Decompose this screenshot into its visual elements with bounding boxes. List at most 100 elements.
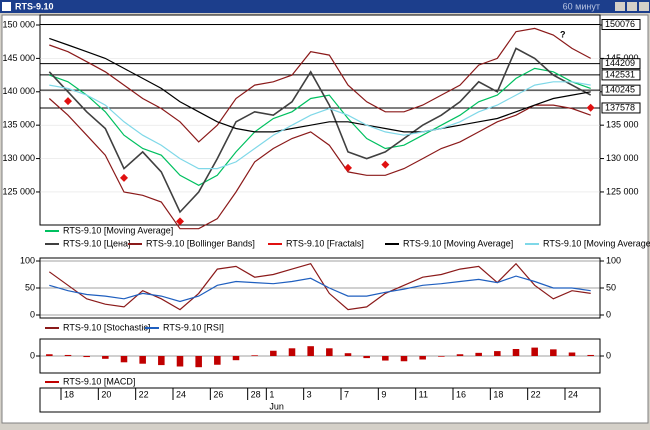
- price-label: 137578: [605, 102, 635, 112]
- x-tick-label: 3: [307, 389, 312, 399]
- series-line: [49, 27, 591, 143]
- pane: [39, 14, 601, 226]
- y-tick-label: 0: [30, 350, 35, 360]
- fractal-marker: [344, 163, 352, 172]
- macd-bar: [102, 356, 109, 359]
- series-line: [49, 275, 591, 303]
- x-tick-label: 24: [568, 389, 578, 399]
- macd-bar: [83, 356, 90, 358]
- x-tick-label: 28: [251, 389, 261, 399]
- macd-bar: [400, 356, 408, 362]
- x-tick-label: 20: [101, 389, 111, 399]
- y-tick-label: 135 000: [2, 120, 35, 130]
- series-line: [48, 262, 591, 311]
- macd-bar: [344, 353, 352, 356]
- macd-bar: [550, 349, 557, 356]
- y-tick-label: 0: [606, 350, 611, 360]
- macd-bar: [46, 354, 53, 356]
- price-label: 150076: [605, 19, 635, 29]
- price-label-box: [601, 69, 641, 81]
- macd-bar: [456, 354, 464, 356]
- window-title: RTS-9.10: [15, 1, 54, 11]
- y-tick-label: 145 000: [2, 53, 35, 63]
- y-tick-label: 130 000: [606, 153, 639, 163]
- macd-bar: [270, 350, 277, 356]
- series-line: [49, 67, 591, 186]
- macd-bar: [139, 356, 146, 364]
- price-label-box: [601, 84, 641, 96]
- legend-label: RTS-9.10 [Fractals]: [286, 238, 364, 248]
- x-tick-label: 11: [419, 389, 428, 399]
- legend-label: RTS-9.10 [Moving Average]: [543, 238, 650, 248]
- macd-bar: [363, 356, 370, 359]
- y-tick-label: 150 000: [2, 19, 35, 29]
- macd-bar: [438, 356, 445, 357]
- fractal-marker: [176, 217, 184, 226]
- x-tick-label: 16: [456, 389, 466, 399]
- y-tick-label: 125 000: [606, 186, 639, 196]
- price-label: 142531: [605, 69, 635, 79]
- macd-bar: [251, 355, 258, 356]
- x-tick-label: 1: [269, 389, 274, 399]
- y-tick-label: 145 000: [606, 53, 639, 63]
- y-tick-label: 50: [25, 282, 35, 292]
- macd-bar: [158, 356, 165, 366]
- y-tick-label: 135 000: [606, 120, 639, 130]
- x-tick-label: 9: [381, 389, 386, 399]
- macd-bar: [288, 348, 296, 356]
- y-tick-label: 140 000: [2, 86, 35, 96]
- series-line: [48, 98, 591, 230]
- fractal-marker: [120, 173, 128, 182]
- fractal-marker: [381, 160, 390, 169]
- y-tick-label: 50: [606, 282, 616, 292]
- date-strip: [39, 387, 601, 413]
- macd-bar: [195, 356, 202, 368]
- legend-label: RTS-9.10 [Stochastic]: [63, 322, 150, 332]
- y-tick-label: 0: [606, 309, 611, 319]
- x-group-label: Jun: [269, 401, 284, 411]
- legend-label: RTS-9.10 [Bollinger Bands]: [146, 238, 255, 248]
- macd-bar: [326, 348, 333, 356]
- y-tick-label: 130 000: [2, 153, 35, 163]
- price-label-box: [601, 102, 641, 114]
- legend-label: RTS-9.10 [RSI]: [163, 322, 224, 332]
- price-label-box: [601, 58, 641, 70]
- price-label-box: [601, 19, 641, 31]
- macd-bar: [232, 356, 240, 361]
- macd-bar: [214, 356, 221, 365]
- series-line: [49, 37, 591, 133]
- y-tick-label: 125 000: [2, 186, 35, 196]
- macd-bar: [512, 349, 520, 356]
- x-tick-label: 24: [176, 389, 186, 399]
- x-tick-label: 22: [139, 389, 149, 399]
- close-button[interactable]: [639, 2, 649, 11]
- fractal-marker: [64, 97, 72, 106]
- x-tick-label: 7: [344, 389, 349, 399]
- x-tick-label: 22: [531, 389, 541, 399]
- macd-bar: [176, 356, 184, 367]
- timeframe: 60 минут: [563, 1, 600, 11]
- legend-label: RTS-9.10 [Цена]: [63, 238, 131, 248]
- macd-bar: [475, 352, 482, 356]
- macd-bar: [64, 354, 72, 356]
- macd-bar: [307, 346, 314, 356]
- x-tick-label: 18: [64, 389, 74, 399]
- macd-bar: [120, 356, 128, 363]
- annotation: ?: [560, 29, 566, 39]
- series-line: [49, 81, 591, 170]
- app-icon: [2, 2, 11, 11]
- minimize-button[interactable]: [615, 2, 625, 11]
- y-tick-label: 100: [20, 255, 35, 265]
- price-label: 140245: [605, 85, 635, 95]
- legend-label: RTS-9.10 [Moving Average]: [63, 225, 173, 235]
- series-line: [48, 47, 592, 214]
- macd-bar: [587, 354, 594, 356]
- maximize-button[interactable]: [627, 2, 637, 11]
- y-tick-label: 0: [30, 309, 35, 319]
- y-tick-label: 100: [606, 255, 621, 265]
- fractal-marker: [586, 103, 595, 112]
- macd-bar: [531, 347, 538, 356]
- x-tick-label: 26: [213, 389, 223, 399]
- price-label: 144209: [605, 58, 635, 68]
